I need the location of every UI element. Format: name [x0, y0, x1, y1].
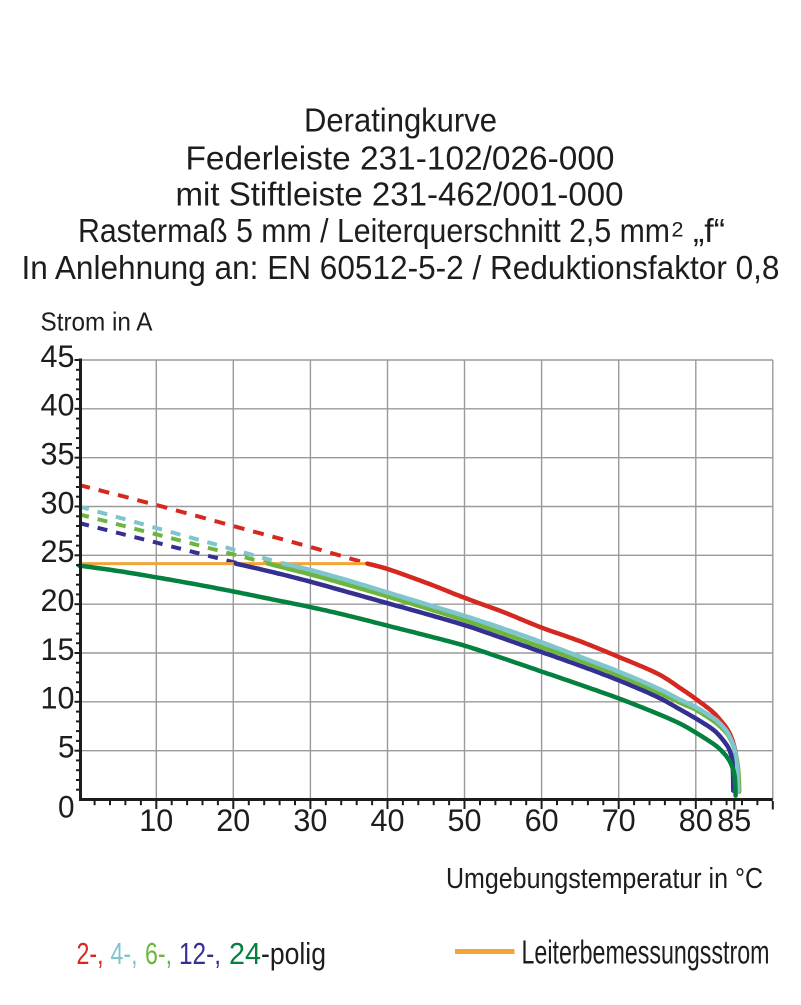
svg-text:Deratingkurve: Deratingkurve: [304, 102, 497, 139]
svg-text:20: 20: [216, 802, 250, 838]
svg-text:15: 15: [41, 631, 75, 667]
svg-text:Rastermaß 5 mm / Leiterquersch: Rastermaß 5 mm / Leiterquerschnitt 2,5 m…: [78, 212, 670, 249]
svg-text:mit Stiftleiste 231-462/001-00: mit Stiftleiste 231-462/001-000: [176, 176, 624, 213]
svg-text:5: 5: [58, 729, 75, 765]
svg-text:4-,: 4-,: [111, 936, 138, 971]
svg-text:40: 40: [41, 387, 75, 423]
svg-text:60: 60: [525, 802, 559, 838]
svg-text:0: 0: [58, 788, 75, 824]
svg-text:In Anlehnung an: EN 60512-5-2: In Anlehnung an: EN 60512-5-2 / Reduktio…: [22, 249, 780, 286]
svg-text:35: 35: [41, 436, 75, 472]
svg-text:80: 80: [679, 802, 713, 838]
svg-text:Federleiste 231-102/026-000: Federleiste 231-102/026-000: [186, 139, 615, 176]
svg-text:10: 10: [41, 680, 75, 716]
svg-text:Umgebungstemperatur in °C: Umgebungstemperatur in °C: [446, 863, 763, 895]
svg-text:45: 45: [41, 338, 75, 374]
svg-text:85: 85: [717, 802, 751, 838]
svg-text:2: 2: [672, 218, 684, 242]
svg-text:6-,: 6-,: [145, 936, 172, 971]
svg-text:10: 10: [139, 802, 173, 838]
svg-text:12-,: 12-,: [179, 936, 221, 971]
svg-text:70: 70: [602, 802, 636, 838]
svg-text:„f“: „f“: [693, 212, 725, 249]
svg-text:Leiterbemessungsstrom: Leiterbemessungsstrom: [522, 935, 770, 972]
svg-text:24: 24: [229, 936, 261, 971]
svg-text:Strom in A: Strom in A: [41, 307, 154, 337]
svg-text:25: 25: [41, 533, 75, 569]
svg-text:-polig: -polig: [261, 936, 326, 971]
svg-text:20: 20: [41, 582, 75, 618]
svg-text:40: 40: [371, 802, 405, 838]
svg-text:50: 50: [448, 802, 482, 838]
svg-text:30: 30: [41, 484, 75, 520]
svg-text:2-,: 2-,: [77, 936, 104, 971]
svg-text:30: 30: [293, 802, 327, 838]
